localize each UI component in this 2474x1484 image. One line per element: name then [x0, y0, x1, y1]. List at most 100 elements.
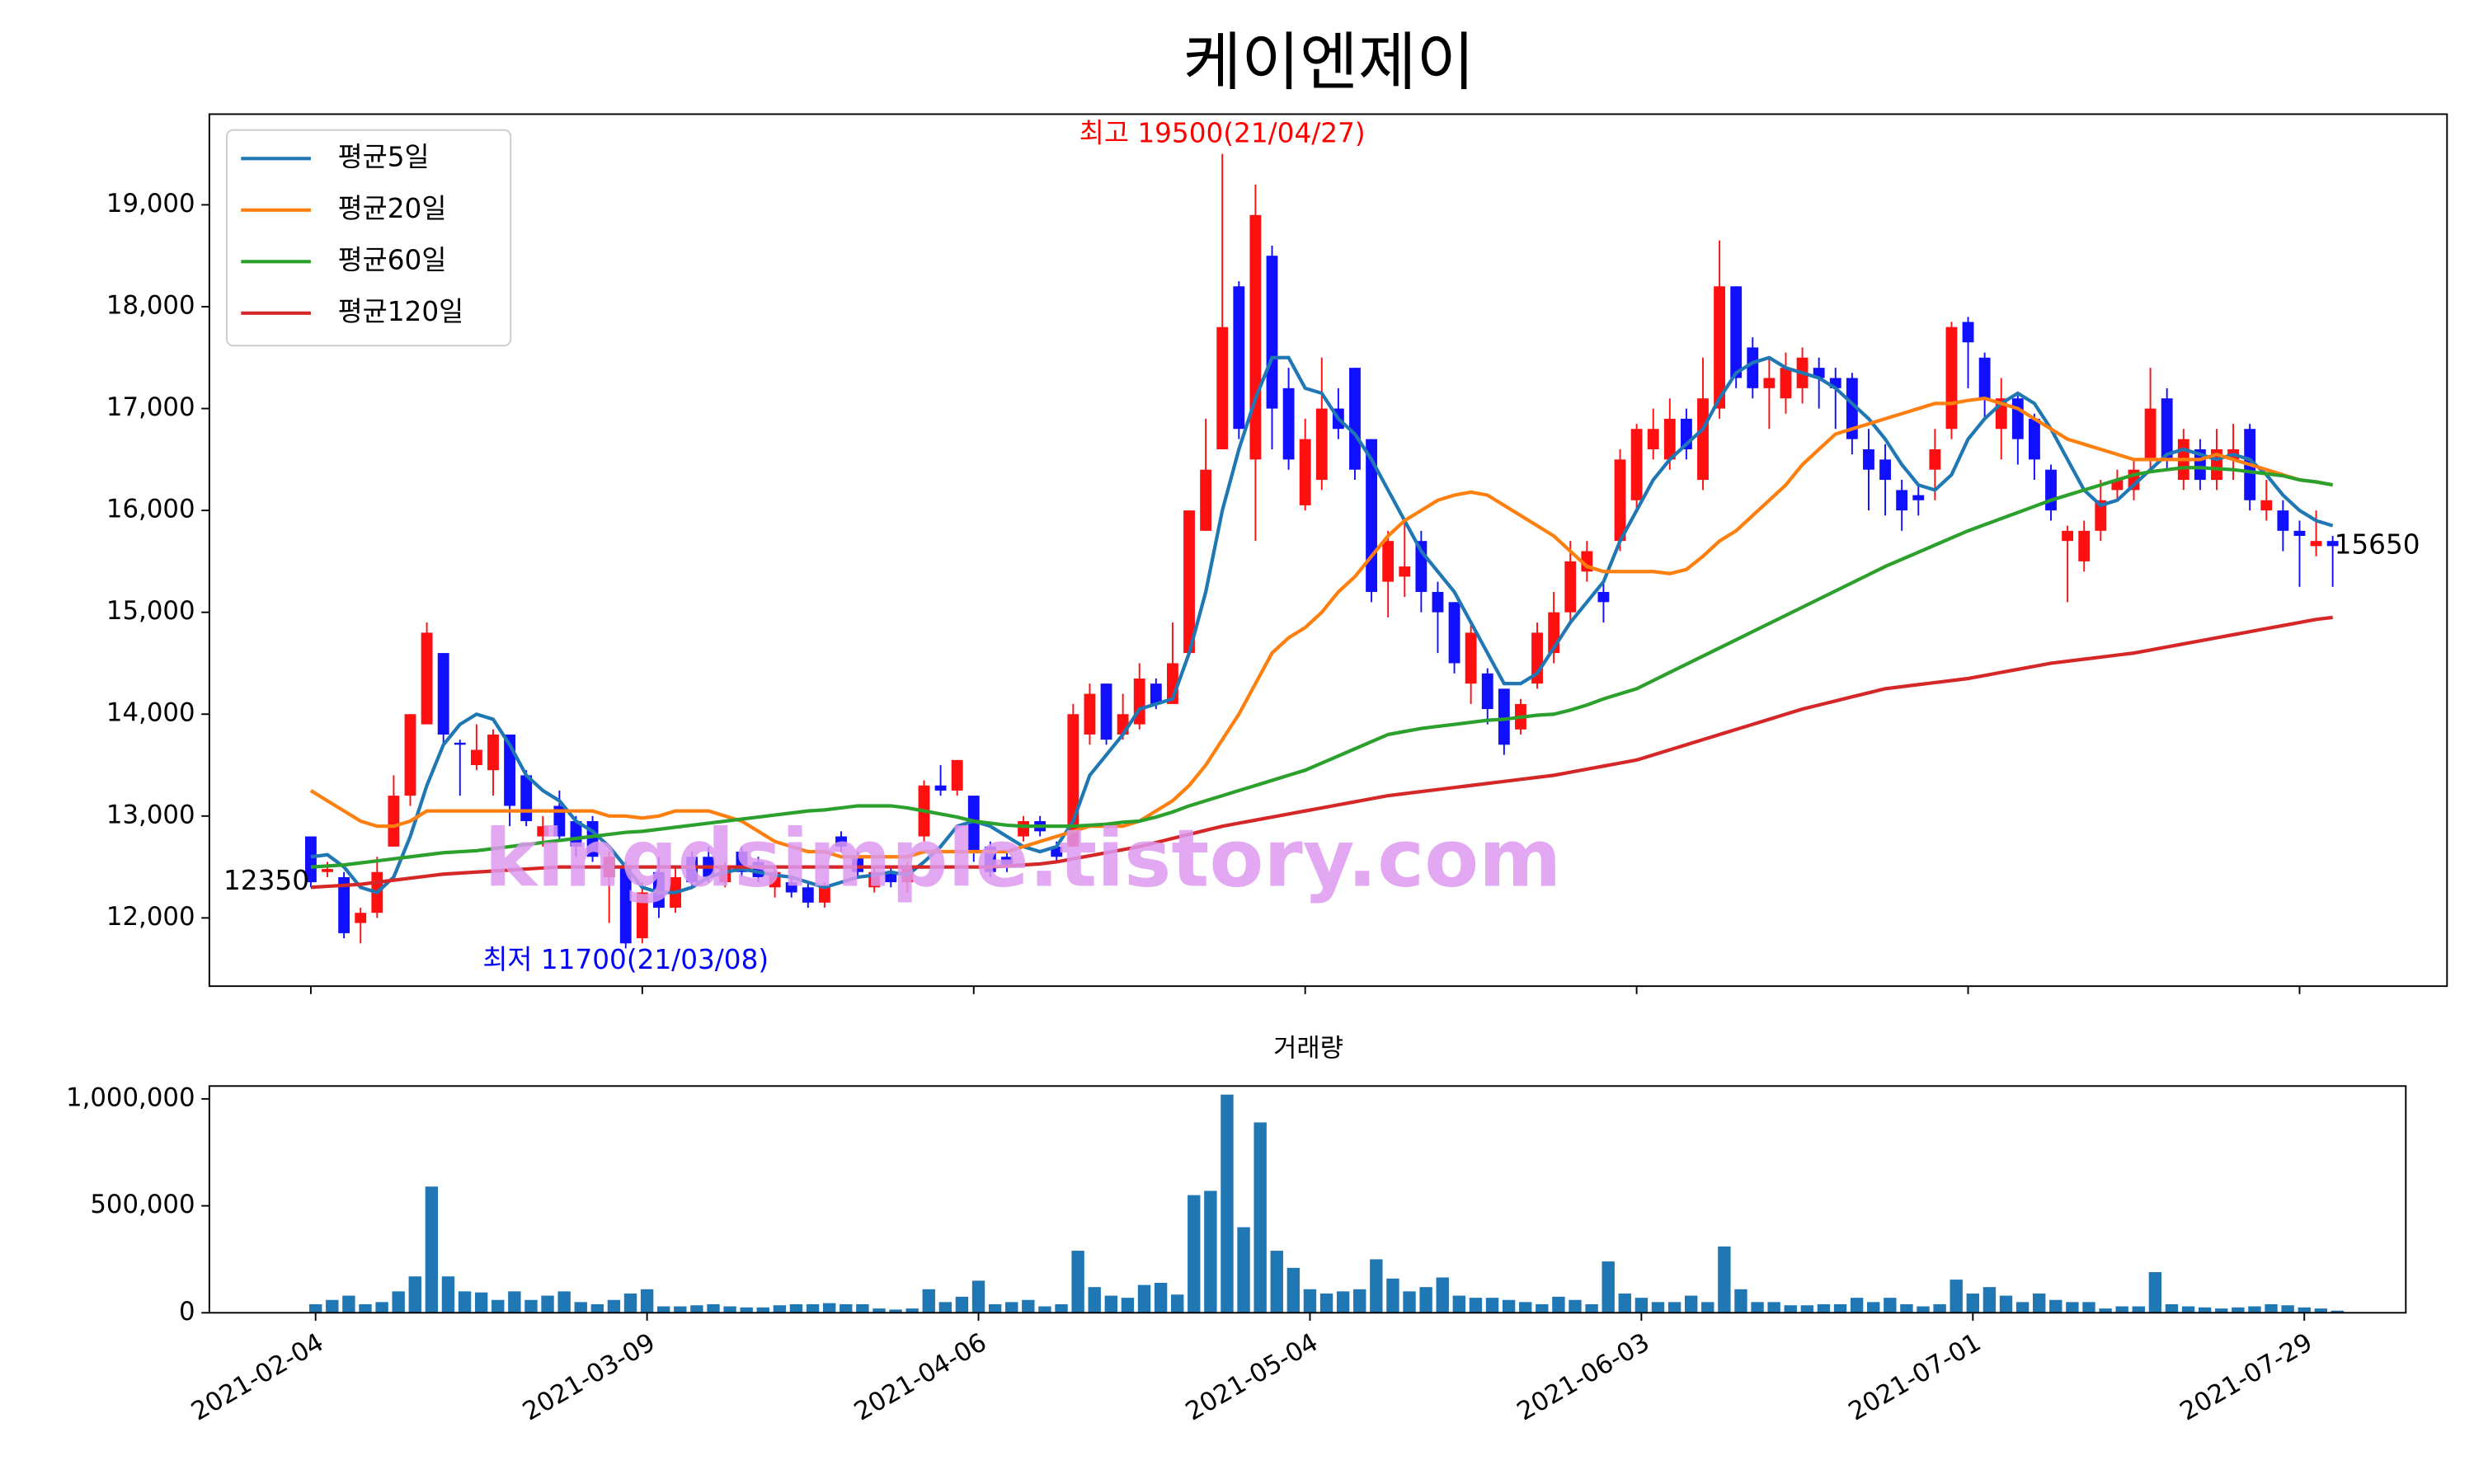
- volume-bar: [723, 1306, 736, 1313]
- x-tick-label: 2021-02-04: [186, 1327, 329, 1427]
- volume-bar: [1221, 1094, 1234, 1313]
- legend-label: 평균120일: [338, 296, 464, 327]
- candle-body: [1382, 541, 1395, 582]
- annotation: 12350: [223, 865, 309, 896]
- candle-body: [2161, 398, 2173, 460]
- volume-bar: [1469, 1298, 1483, 1313]
- candle-body: [2011, 398, 2024, 439]
- candle-body: [1200, 469, 1212, 531]
- candle-body: [653, 871, 665, 909]
- candle-body: [636, 892, 648, 939]
- candle-body: [1780, 368, 1792, 399]
- volume-bar: [607, 1299, 621, 1313]
- volume-bar: [574, 1302, 587, 1313]
- volume-bar: [1585, 1303, 1598, 1313]
- volume-bar: [309, 1303, 322, 1313]
- volume-bar: [1519, 1302, 1532, 1313]
- candle-body: [1183, 510, 1195, 654]
- volume-bar: [1734, 1289, 1747, 1313]
- candle-body: [1315, 408, 1328, 481]
- ma-line: [310, 615, 2333, 890]
- volume-bar: [1569, 1299, 1582, 1313]
- volume-bar: [375, 1302, 388, 1313]
- volume-bar: [2331, 1310, 2345, 1313]
- volume-bar: [590, 1303, 604, 1313]
- volume-bar: [740, 1307, 753, 1313]
- volume-bar: [1370, 1259, 1383, 1313]
- candle-body: [305, 836, 317, 883]
- candle-body: [1630, 429, 1643, 500]
- candle-body: [454, 742, 466, 745]
- candle-body: [1763, 378, 1776, 388]
- candle-body: [2029, 418, 2040, 460]
- volume-bar: [1833, 1303, 1847, 1313]
- volume-bar: [1336, 1291, 1350, 1313]
- volume-bar: [1884, 1298, 1897, 1313]
- ma-line: [310, 466, 2334, 869]
- volume-bar: [707, 1303, 720, 1313]
- volume-bar: [2099, 1308, 2112, 1313]
- candle-body: [686, 857, 698, 883]
- volume-bar: [938, 1302, 952, 1313]
- candle-body: [1399, 566, 1411, 577]
- candle-body: [1945, 326, 1958, 430]
- volume-bar: [1701, 1302, 1714, 1313]
- volume-bar: [1104, 1295, 1117, 1313]
- candle-body: [1299, 439, 1311, 505]
- volume-bar: [1171, 1294, 1184, 1313]
- candle-body: [1465, 632, 1477, 684]
- volume-bar: [822, 1303, 836, 1313]
- volume-bar: [1071, 1251, 1084, 1313]
- candle-body: [1448, 602, 1460, 664]
- candle-body: [2326, 541, 2339, 547]
- volume-bar: [1038, 1306, 1051, 1313]
- candle-body: [967, 796, 980, 852]
- volume-bar: [2165, 1303, 2179, 1313]
- volume-bar: [955, 1296, 969, 1313]
- volume-bar: [1419, 1287, 1432, 1313]
- watermark: kingdsimple.tistory.com: [484, 812, 1561, 904]
- legend-label: 평균5일: [338, 141, 430, 172]
- y-tick-label: 1,000,000: [66, 1082, 195, 1112]
- volume-bar: [458, 1291, 472, 1313]
- volume-bar: [1784, 1305, 1797, 1313]
- volume-bar: [408, 1276, 421, 1313]
- volume-bar: [2015, 1302, 2030, 1313]
- candle-body: [1747, 347, 1759, 388]
- volume-bar: [392, 1291, 405, 1313]
- volume-bar: [1154, 1282, 1168, 1313]
- candle-body: [421, 632, 433, 725]
- y-tick-label: 15,000: [106, 596, 195, 626]
- candle-body: [1084, 693, 1096, 735]
- volume-bar: [756, 1307, 769, 1313]
- volume-bar: [2049, 1299, 2062, 1313]
- y-tick-label: 17,000: [106, 392, 195, 422]
- candle-body: [1282, 387, 1295, 460]
- candle-body: [2293, 530, 2306, 537]
- candle-body: [619, 866, 632, 944]
- volume-bar: [1536, 1303, 1549, 1313]
- x-tick-label: 2021-07-01: [1843, 1327, 1986, 1427]
- volume-bar: [1817, 1303, 1831, 1313]
- volume-bar: [1502, 1299, 1516, 1313]
- candle-body: [2144, 408, 2157, 460]
- volume-bar: [326, 1299, 339, 1313]
- candle-body: [1266, 256, 1278, 409]
- y-tick-label: 0: [179, 1297, 195, 1327]
- volume-bar: [1303, 1289, 1317, 1313]
- volume-bar: [1452, 1295, 1466, 1313]
- volume-bar: [1800, 1305, 1814, 1313]
- candle-body: [355, 913, 367, 923]
- x-tick-label: 2021-07-29: [2175, 1327, 2317, 1427]
- volume-bar: [1436, 1277, 1449, 1313]
- candle-body: [818, 887, 830, 903]
- volume-bar: [789, 1303, 803, 1313]
- candle-body: [1233, 286, 1245, 430]
- volume-bar: [856, 1303, 869, 1313]
- candle-body: [785, 882, 797, 893]
- volume-bar: [1933, 1303, 1946, 1313]
- volume-bar: [541, 1295, 554, 1313]
- volume-bar: [2066, 1302, 2079, 1313]
